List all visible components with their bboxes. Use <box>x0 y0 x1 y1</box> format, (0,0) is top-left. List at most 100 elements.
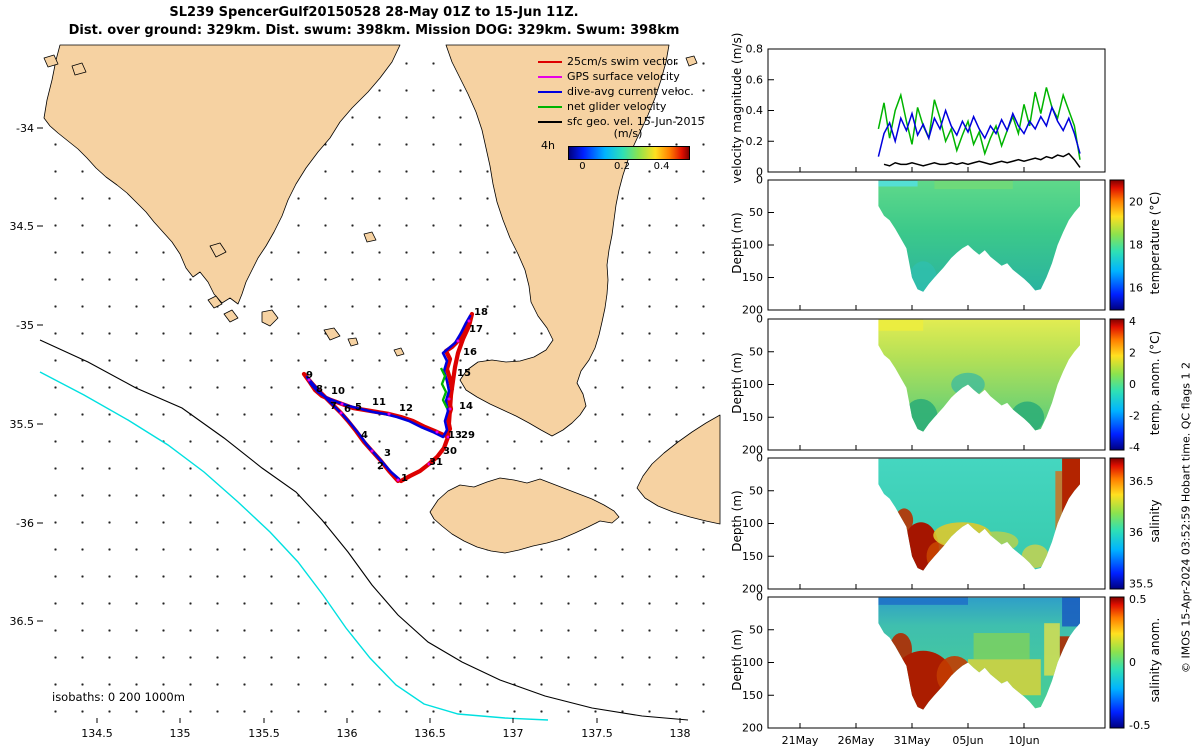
legend-item-label: dive-avg current veloc. <box>567 85 694 98</box>
legend-colorbar-tick-label: 0.4 <box>653 161 670 172</box>
colorbar-label-temp-anom: temp. anom. (°C) <box>1148 330 1162 436</box>
colorbar-tick-label: 36 <box>1129 526 1143 539</box>
land-polygon <box>43 44 401 305</box>
section-feature <box>1021 544 1049 569</box>
legend-colorbar <box>568 146 690 160</box>
section-feature <box>878 597 968 605</box>
section-feature <box>973 531 1019 553</box>
panel-ytick-label: 200 <box>742 304 763 317</box>
map-xtick-label: 137.5 <box>581 727 613 740</box>
legend-colorbar-tick-label: 0 <box>579 161 586 172</box>
waypoint-label: 4 <box>361 430 368 441</box>
section-feature <box>973 633 1030 660</box>
section-feature <box>878 180 918 187</box>
colorbar-tick-label: 18 <box>1129 239 1143 252</box>
colorbar-tick-label: 0 <box>1129 378 1136 391</box>
section-feature <box>1055 471 1063 550</box>
section-feature <box>926 541 949 571</box>
waypoint-label: 1 <box>401 473 408 484</box>
colorbar-salinity-anomaly <box>1109 596 1125 729</box>
land-polygon <box>393 347 405 357</box>
isobath-1000m-line <box>39 371 549 721</box>
panel-ytick-label: 50 <box>749 345 763 358</box>
velocity-axis-label: velocity magnitude (m/s) <box>730 32 744 184</box>
waypoint-label: 17 <box>469 324 483 335</box>
gps-fix-dot <box>370 449 374 453</box>
waypoint-label: 14 <box>459 401 473 412</box>
map-ytick-label: -36 <box>16 517 34 530</box>
section-feature <box>904 398 938 432</box>
waypoint-label: 7 <box>330 401 337 412</box>
panel-ytick-label: 50 <box>749 623 763 636</box>
colorbar-tick-label: 16 <box>1129 281 1143 294</box>
gps-fix-dot <box>387 412 391 416</box>
colorbar-tick-label: -4 <box>1129 441 1140 454</box>
gps-fix-dot <box>307 378 311 382</box>
colorbar-tick-label: -2 <box>1129 409 1140 422</box>
gps-fix-dot <box>340 402 344 406</box>
velocity-series <box>877 87 1081 160</box>
land-polygon <box>209 242 227 258</box>
waypoint-label: 30 <box>443 446 457 457</box>
panel-ytick-label: 150 <box>742 271 763 284</box>
section-feature <box>951 372 985 397</box>
land-polygon <box>685 55 698 67</box>
land-polygon <box>207 295 223 309</box>
section-feature <box>1010 401 1045 432</box>
panel-ytick-label: 200 <box>742 444 763 457</box>
land-polygon <box>636 414 721 525</box>
colorbar-temp-anomaly <box>1109 318 1125 451</box>
panel-xtick-label: 31May <box>894 734 931 747</box>
depth-axis-label-salinity: Depth (m) <box>730 490 744 552</box>
map-ytick-label: -35 <box>16 319 34 332</box>
legend-item: net glider velocity <box>538 99 704 114</box>
colorbar-tick-label: 20 <box>1129 196 1143 209</box>
section-feature <box>1059 636 1080 683</box>
map-xtick-label: 136.5 <box>414 727 446 740</box>
panel-ytick-label: 150 <box>742 550 763 563</box>
colorbar-tick-label: 35.5 <box>1129 577 1154 590</box>
colorbar-tick-label: 0 <box>1129 656 1136 669</box>
waypoint-label: 31 <box>429 457 443 468</box>
waypoint-label: 8 <box>316 384 323 395</box>
isobath-200m-line <box>39 339 689 721</box>
legend-item-label: 25cm/s swim vector <box>567 55 678 68</box>
land-polygon <box>363 231 377 243</box>
gps-fix-dot <box>396 478 400 482</box>
panel-xtick-label: 05Jun <box>952 734 983 747</box>
waypoint-label: 5 <box>355 402 362 413</box>
panel-ytick-label: 0.6 <box>746 73 764 86</box>
map-xtick-label: 134.5 <box>81 727 113 740</box>
colorbar-label-salinity: salinity <box>1148 499 1162 543</box>
map-ytick-label: 34.5 <box>10 220 35 233</box>
colorbar-tick-label: 2 <box>1129 347 1136 360</box>
map-ytick-label: 36.5 <box>10 615 35 628</box>
gps-fix-dot <box>446 435 450 439</box>
section-feature <box>878 319 924 331</box>
panel-xtick-label: 21May <box>782 734 819 747</box>
velocity-series <box>877 105 1081 157</box>
waypoint-label: 2 <box>377 461 384 472</box>
panel-border-velocity <box>767 48 1106 173</box>
section-feature <box>1062 458 1080 563</box>
panel-ytick-label: 100 <box>742 656 763 669</box>
waypoint-label: 3 <box>384 448 391 459</box>
map-title-line1: SL239 SpencerGulf20150528 28-May 01Z to … <box>169 5 579 20</box>
panel-ytick-label: 0 <box>756 313 763 326</box>
panel-ytick-label: 100 <box>742 378 763 391</box>
panel-ytick-label: 50 <box>749 484 763 497</box>
legend-item: dive-avg current veloc. <box>538 84 704 99</box>
waypoint-label: 9 <box>306 370 313 381</box>
map-ytick-label: -34 <box>16 122 34 135</box>
gps-fix-dot <box>467 319 471 323</box>
credit-text: © IMOS 15-Apr-2024 03:52:59 Hobart time.… <box>1179 362 1193 673</box>
depth-axis-label-temperature: Depth (m) <box>730 212 744 274</box>
panel-ytick-label: 0.8 <box>746 43 764 56</box>
panel-ytick-label: 50 <box>749 206 763 219</box>
velocity-series <box>883 152 1081 168</box>
glider-track-dive-avg-current <box>305 314 472 481</box>
section-feature <box>1044 623 1060 676</box>
section-feature <box>933 522 992 549</box>
map-xtick-label: 137 <box>503 727 524 740</box>
